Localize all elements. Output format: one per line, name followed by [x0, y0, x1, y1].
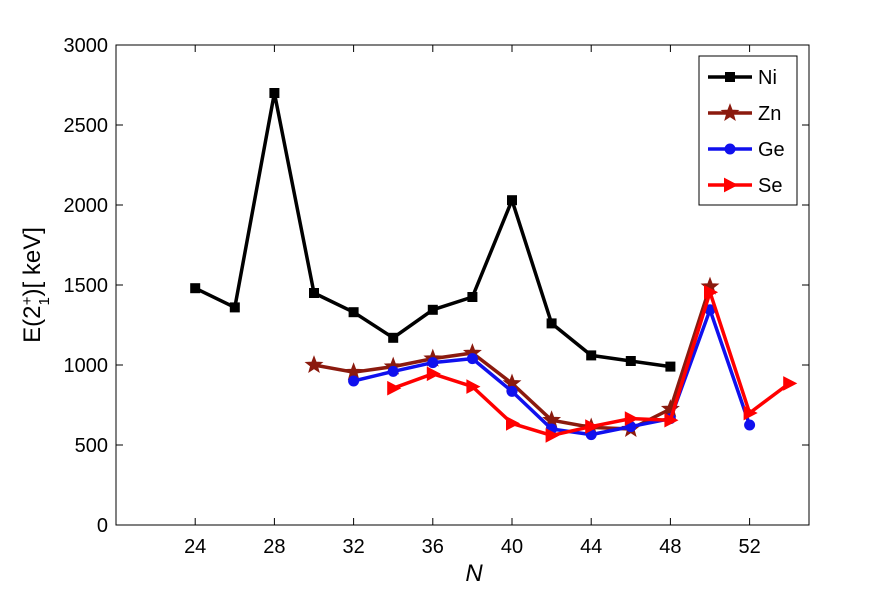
legend-label: Ge [758, 139, 785, 161]
data-point [309, 288, 319, 298]
y-tick-label: 1500 [64, 275, 109, 297]
data-point [466, 379, 481, 394]
legend-entry-ni: Ni [708, 67, 777, 89]
legend-entry-se: Se [708, 175, 782, 197]
data-point [269, 88, 280, 98]
data-point [507, 195, 517, 206]
data-point [743, 405, 758, 421]
y-tick-label: 2000 [64, 195, 109, 217]
legend-label: Ni [758, 67, 777, 89]
data-point [427, 304, 438, 315]
data-point [466, 353, 478, 365]
legend-entry-zn: Zn [708, 103, 781, 125]
data-point [348, 307, 359, 318]
legend-marker [724, 177, 739, 193]
legend-marker [720, 103, 740, 122]
data-point [624, 411, 639, 426]
data-point [625, 356, 636, 366]
y-axis-label: E(21+)[ keV] [19, 227, 53, 343]
x-tick-label: 28 [263, 536, 285, 558]
data-point [190, 283, 201, 294]
data-point [665, 361, 676, 372]
data-point [744, 419, 756, 431]
legend-marker [724, 143, 736, 155]
x-tick-label: 40 [501, 536, 523, 558]
data-point [546, 318, 557, 329]
data-point [545, 428, 560, 443]
series-se [387, 284, 798, 443]
data-point [426, 366, 441, 382]
legend-box [698, 55, 798, 206]
data-point [348, 375, 360, 387]
data-point [585, 419, 600, 434]
y-tick-label: 2500 [64, 115, 109, 137]
y-tick-label: 500 [75, 435, 108, 457]
data-point [664, 412, 679, 428]
y-tick-label: 3000 [64, 35, 109, 57]
y-tick-label: 0 [97, 515, 108, 537]
data-point [387, 365, 399, 377]
data-point [467, 292, 478, 302]
x-tick-label: 24 [184, 536, 206, 558]
x-tick-label: 36 [422, 536, 444, 558]
legend-marker [725, 72, 735, 82]
x-axis-label: N [465, 560, 483, 587]
data-point [229, 302, 240, 313]
legend-label: Zn [758, 103, 781, 125]
data-point [427, 357, 439, 369]
data-point [388, 332, 399, 343]
axis-ticks: 24 28 32 36 40 44 48 52 0 500 1000 1500 2000 2500 3000 [64, 35, 809, 558]
legend-entry-ge: Ge [708, 139, 785, 161]
legend-label: Se [758, 175, 782, 197]
data-point [506, 385, 518, 397]
series-ni [190, 88, 676, 372]
plot-area [115, 44, 810, 526]
data-point [506, 416, 521, 431]
data-point [304, 355, 324, 374]
legend: Ni Zn Ge Se [698, 55, 798, 206]
x-tick-label: 52 [738, 536, 760, 558]
x-tick-label: 32 [342, 536, 364, 558]
data-point [586, 350, 597, 361]
x-tick-label: 44 [580, 536, 602, 558]
data-point [704, 284, 719, 300]
data-point [387, 380, 402, 396]
y-tick-label: 1000 [64, 355, 109, 377]
series-layer [190, 88, 798, 443]
x-tick-label: 48 [659, 536, 681, 558]
data-point [783, 376, 798, 391]
